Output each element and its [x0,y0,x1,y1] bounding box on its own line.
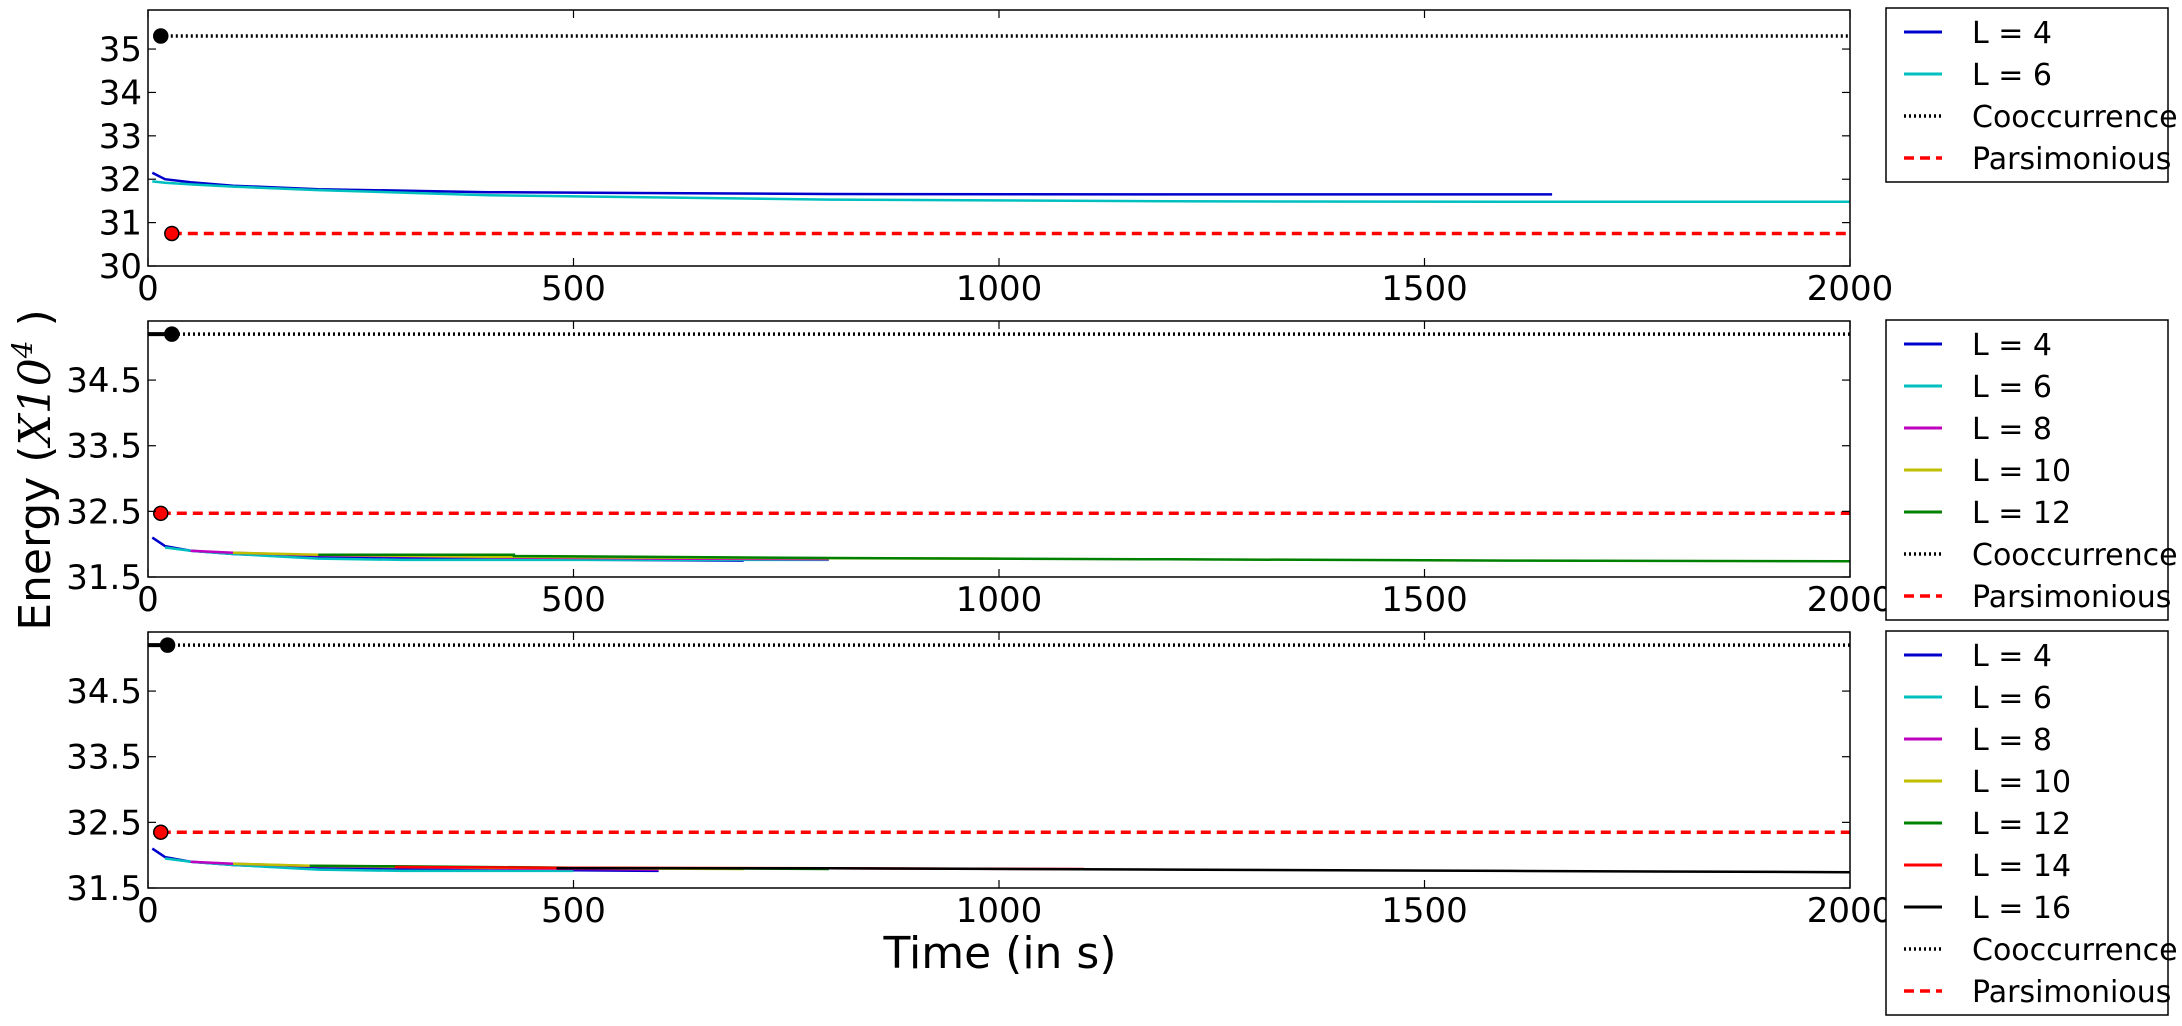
y-tick-label: 33.5 [66,738,142,778]
series-marker-parsimonious [153,824,169,840]
y-tick-label: 33.5 [66,427,142,467]
y-axis-label-math: X10 [10,358,61,448]
legend-label: L = 4 [1972,639,2052,674]
y-tick-label: 30 [99,247,142,287]
x-tick-label: 1000 [956,580,1043,620]
plot-frame [147,320,1851,578]
legend-label: L = 8 [1972,723,2052,758]
legend-label: L = 10 [1972,454,2071,489]
x-tick-label: 500 [541,269,606,309]
y-tick-label: 32 [99,160,142,200]
x-tick-label: 500 [541,580,606,620]
legend-label: Parsimonious [1972,975,2171,1010]
legend-label: Cooccurrence [1972,538,2178,573]
x-tick-label: 2000 [1807,891,1894,931]
series-marker-cooccurrence [153,28,169,44]
y-tick-label: 31.5 [66,869,142,909]
legend-label: L = 6 [1972,58,2052,93]
legend-box [1885,7,2169,183]
x-tick-label: 500 [541,891,606,931]
series-line-l-6 [164,857,574,873]
series-marker-parsimonious [153,505,169,522]
x-tick-label: 1500 [1381,891,1468,931]
series-marker-parsimonious [164,225,180,242]
x-tick-label: 0 [137,580,159,620]
y-tick-label: 31 [99,204,142,244]
legend-label: L = 12 [1972,496,2071,531]
x-axis-label: Time (in s) [882,928,1116,979]
legend-label: L = 16 [1972,891,2071,926]
legend-label: L = 4 [1972,328,2052,363]
series-marker-cooccurrence [159,637,176,653]
x-tick-label: 2000 [1807,580,1894,620]
y-tick-label: 34 [99,73,142,113]
series-marker-cooccurrence [164,326,180,342]
legend-label: Cooccurrence [1972,933,2178,968]
y-tick-label: 35 [99,30,142,70]
x-tick-label: 1500 [1381,269,1468,309]
y-tick-label: 32.5 [66,492,142,532]
legend-label: Cooccurrence [1972,100,2178,135]
legend-label: Parsimonious [1972,142,2171,177]
legend-label: L = 10 [1972,765,2071,800]
x-tick-label: 1000 [956,891,1043,931]
legend-label: L = 8 [1972,412,2052,447]
y-tick-label: 34.5 [66,361,142,401]
legend-label: L = 6 [1972,681,2052,716]
plot-area [151,34,1850,236]
y-tick-label: 34.5 [66,672,142,712]
legend-label: L = 12 [1972,807,2071,842]
plot-frame [147,9,1851,267]
y-axis-label-suffix: ) [10,309,61,340]
plot-area [148,332,1850,563]
y-tick-label: 32.5 [66,803,142,843]
legend-label: L = 4 [1972,16,2052,51]
legend-label: L = 6 [1972,370,2052,405]
y-axis-label-exponent: 4 [6,340,39,359]
y-tick-label: 31.5 [66,558,142,598]
series-line-l-16 [556,867,1850,874]
legend: L = 4 L = 6 L = 8 L = 10 L = 12 L = 14 L = 16 C… [1885,630,2178,1016]
plot-frame [147,631,1851,889]
x-tick-label: 0 [137,269,159,309]
y-tick-label: 33 [99,117,142,157]
x-tick-label: 2000 [1807,269,1894,309]
x-tick-label: 0 [137,891,159,931]
legend: L = 4 L = 6 L = 8 L = 10 L = 12 Cooccurrence P… [1885,319,2178,621]
y-axis-label-prefix: Energy ( [10,446,61,631]
legend-label: Parsimonious [1972,580,2171,615]
y-axis-label: Energy (X104 ) [6,309,61,631]
x-tick-label: 1000 [956,269,1043,309]
legend-label: L = 14 [1972,849,2071,884]
series-line-l-6 [152,180,1850,204]
legend: L = 4 L = 6 Cooccurrence Parsimonious [1885,7,2178,183]
x-tick-label: 1500 [1381,580,1468,620]
plot-area [148,643,1850,874]
series-line-l-12 [318,553,1850,563]
